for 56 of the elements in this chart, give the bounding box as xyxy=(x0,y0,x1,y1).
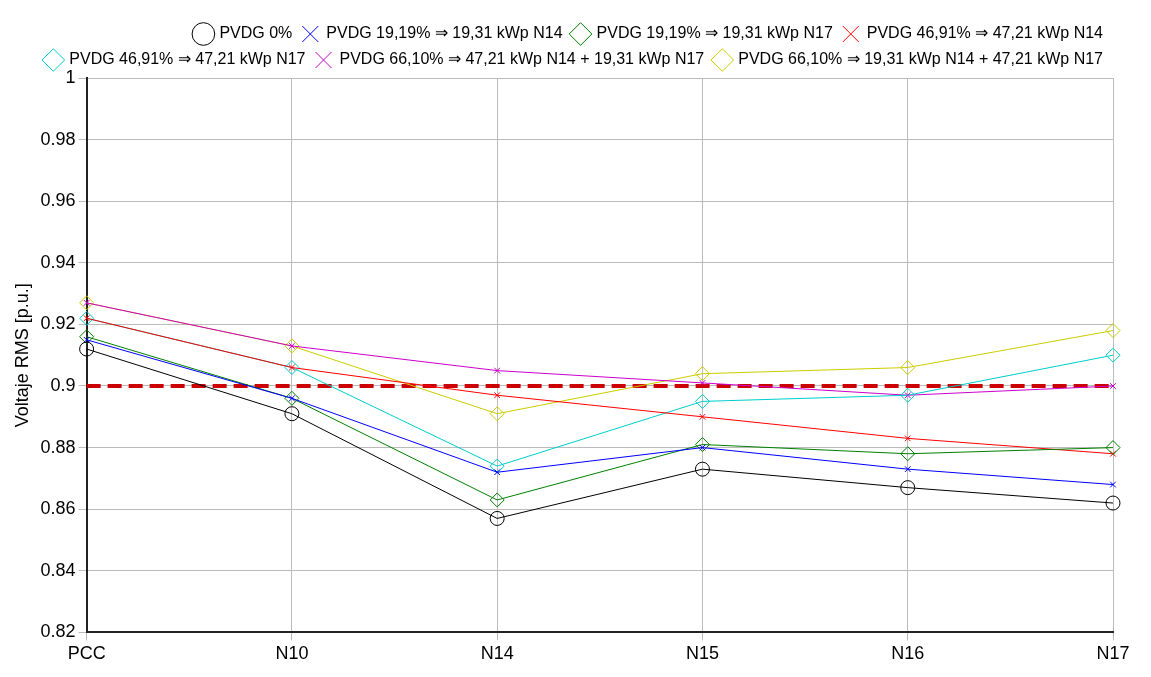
point xyxy=(694,366,710,382)
legend-label: PVDG 46,91% ⇒ 47,21 kWp N17 xyxy=(69,50,306,68)
point xyxy=(284,406,300,422)
y-tick-label: 0.86 xyxy=(40,498,76,519)
point xyxy=(900,387,916,403)
point xyxy=(284,360,300,376)
point xyxy=(79,329,95,345)
legend-label: PVDG 19,19% ⇒ 19,31 kWp N14 xyxy=(326,24,563,42)
y-tick-label: 0.94 xyxy=(40,251,76,272)
point xyxy=(79,341,95,357)
x-tick-label: N10 xyxy=(275,643,309,664)
x-tick-label: PCC xyxy=(67,643,106,664)
x-tick-label: N14 xyxy=(480,643,514,664)
point xyxy=(493,367,501,374)
point xyxy=(493,468,501,476)
point xyxy=(79,310,95,326)
x-tick-label: N15 xyxy=(685,643,719,664)
point xyxy=(79,295,95,311)
point xyxy=(493,391,501,399)
point xyxy=(489,510,505,526)
y-tick-label: 0.9 xyxy=(50,374,76,395)
point xyxy=(1105,323,1121,339)
legend-label: PVDG 0% xyxy=(219,24,293,42)
point xyxy=(1105,347,1121,363)
point xyxy=(284,390,300,406)
legend-label: PVDG 19,19% ⇒ 19,31 kWp N17 xyxy=(596,24,833,42)
point xyxy=(694,393,710,409)
point xyxy=(694,461,710,477)
y-tick-label: 0.98 xyxy=(40,128,76,149)
legend-label: PVDG 46,91% ⇒ 47,21 kWp N14 xyxy=(866,24,1104,42)
y-tick-label: 0.92 xyxy=(40,313,76,334)
point xyxy=(904,465,912,473)
point xyxy=(900,480,916,496)
point xyxy=(1105,495,1121,511)
point xyxy=(900,446,916,462)
point xyxy=(694,437,710,453)
point xyxy=(489,458,505,474)
point xyxy=(489,492,505,508)
point xyxy=(1105,440,1121,456)
point xyxy=(284,338,300,354)
x-tick-label: N17 xyxy=(1096,643,1130,664)
y-tick-label: 0.96 xyxy=(40,190,76,211)
x-tick-label: N16 xyxy=(891,643,925,664)
legend-label: PVDG 66,10% ⇒ 47,21 kWp N14 + 19,31 kWp N17 xyxy=(339,50,705,68)
point xyxy=(699,379,706,387)
point xyxy=(699,413,706,421)
y-tick-label: 0.84 xyxy=(40,559,76,580)
point xyxy=(489,406,505,422)
point xyxy=(900,360,916,376)
point xyxy=(904,435,912,442)
point xyxy=(1109,481,1117,488)
y-tick-label: 0.82 xyxy=(40,621,76,642)
legend-label: PVDG 66,10% ⇒ 19,31 kWp N14 + 47,21 kWp N17 xyxy=(738,50,1104,68)
y-tick-label: 1 xyxy=(65,66,76,87)
y-tick-label: 0.88 xyxy=(40,436,76,457)
y-axis-title: Voltaje RMS [p.u.] xyxy=(11,283,32,428)
